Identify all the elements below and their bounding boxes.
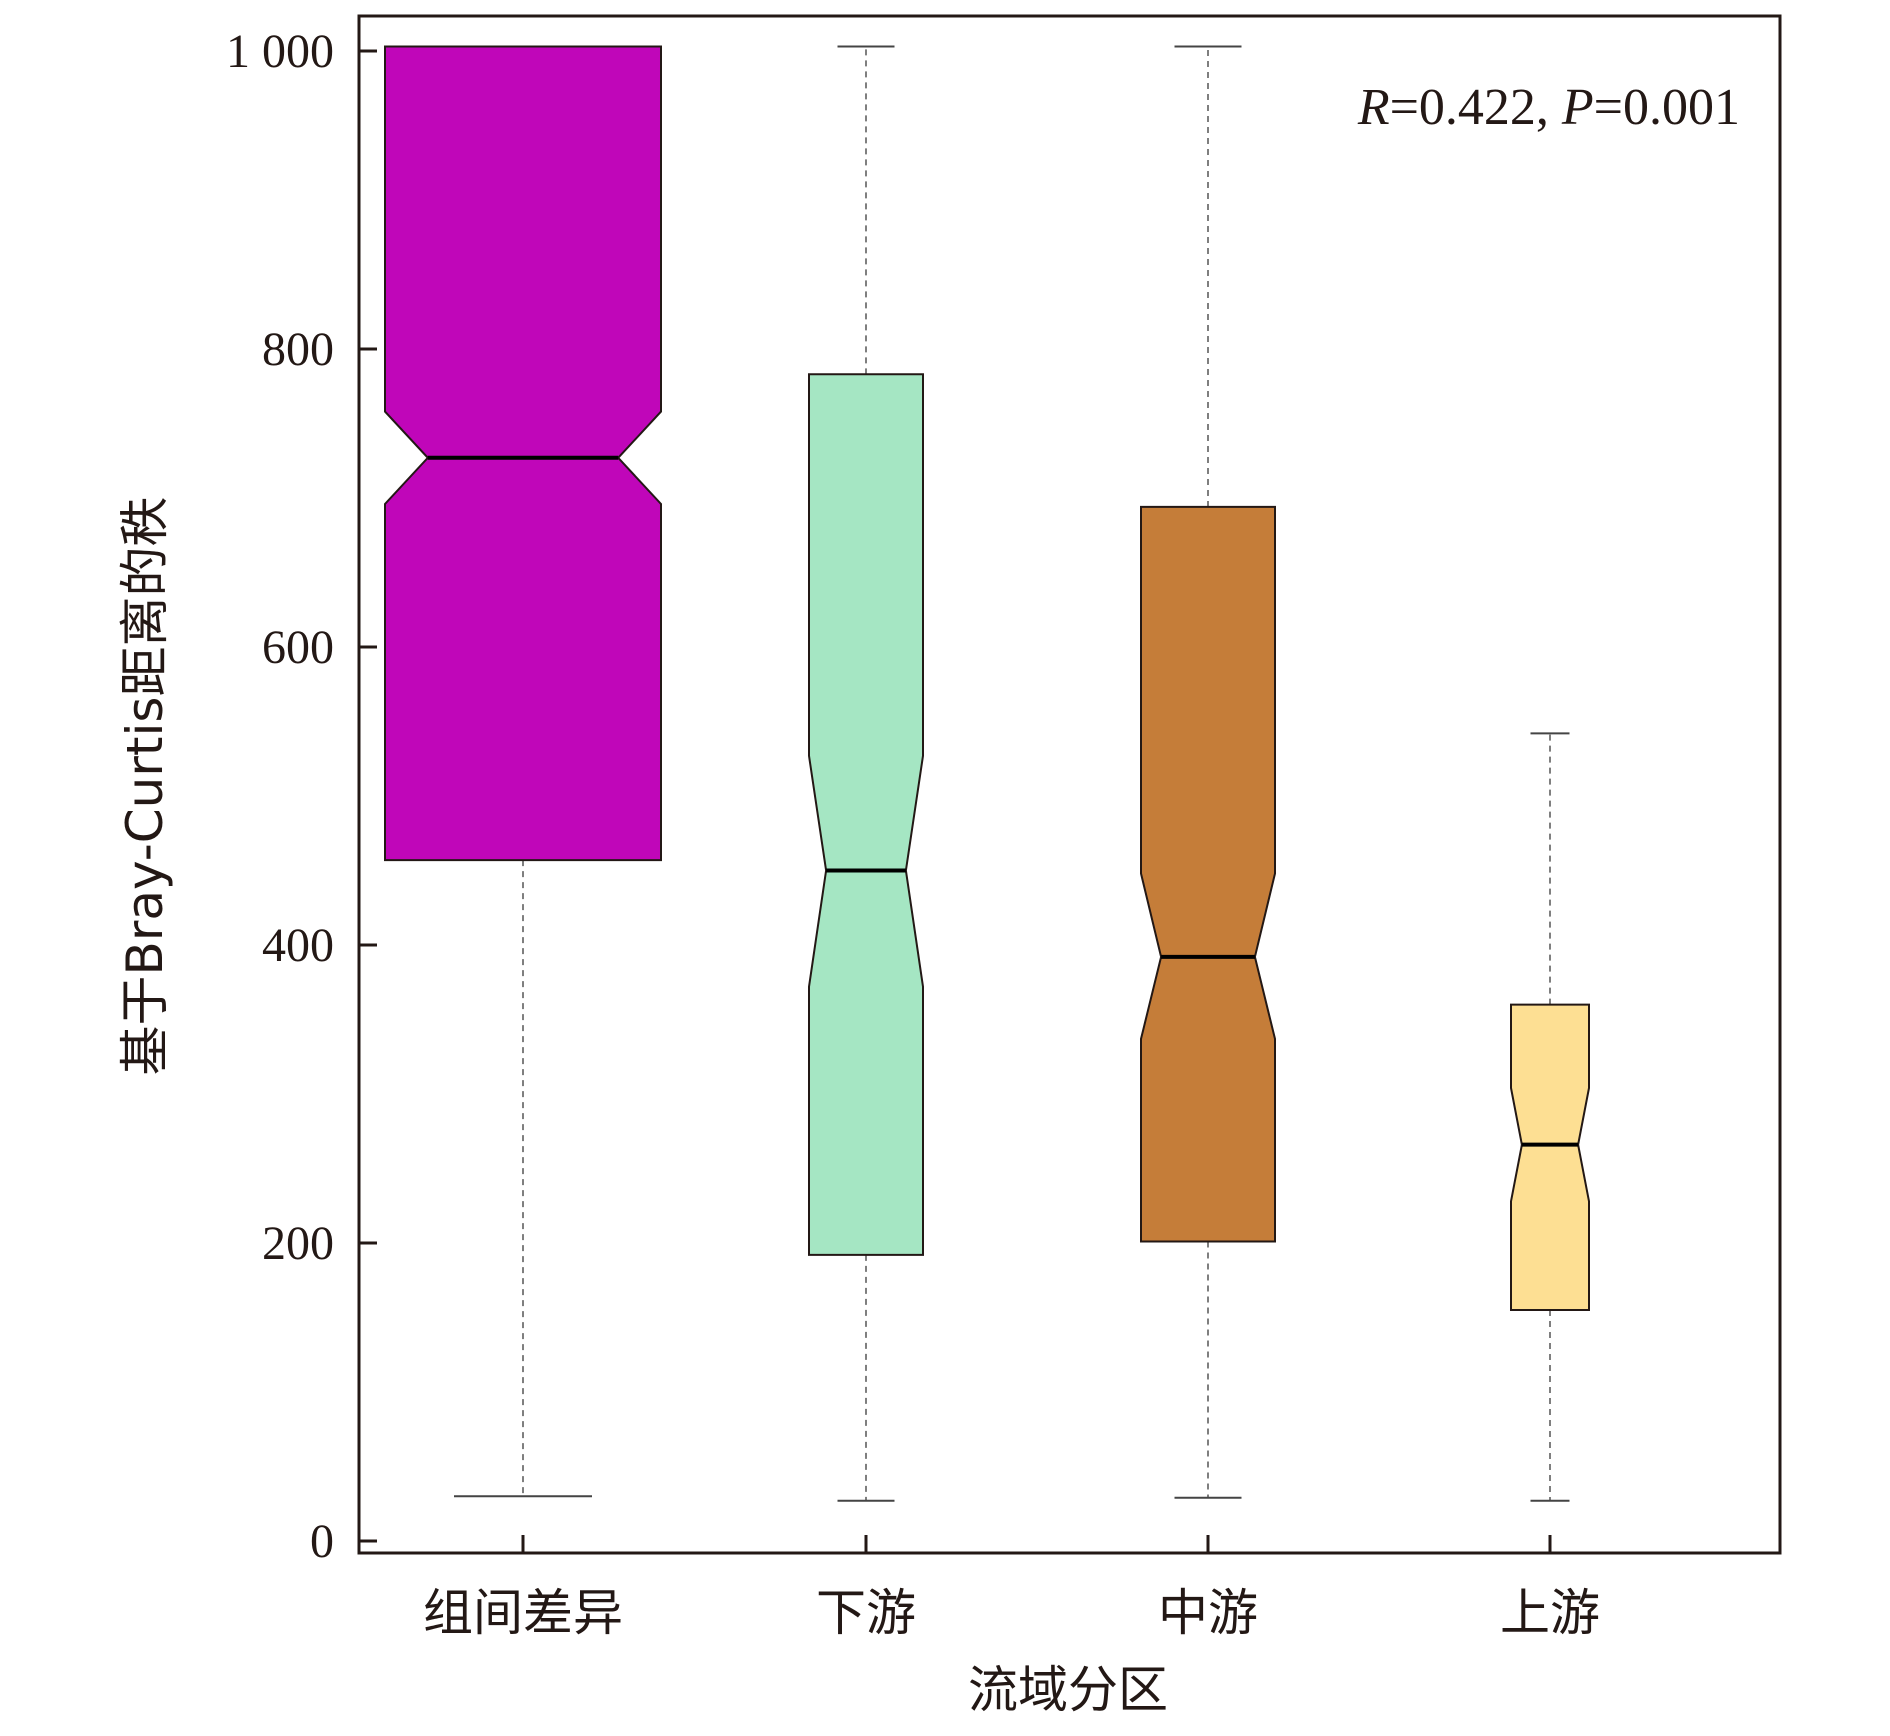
box-body xyxy=(1140,505,1276,1243)
box-body xyxy=(1510,1003,1590,1311)
r-symbol: R xyxy=(1357,79,1390,136)
x-tick-label: 中游 xyxy=(1158,1584,1258,1642)
y-tick-label: 200 xyxy=(262,1217,334,1270)
stat-annotation: R=0.422, P=0.001 xyxy=(1357,79,1740,136)
box-body xyxy=(384,45,662,862)
x-tick-label: 下游 xyxy=(816,1584,916,1642)
box-4 xyxy=(1510,732,1590,1502)
y-tick-label: 600 xyxy=(262,621,334,674)
box-body xyxy=(808,373,924,1256)
box-2 xyxy=(808,45,924,1502)
plot-frame xyxy=(357,14,1782,1555)
y-tick-label: 800 xyxy=(262,323,334,376)
p-value: =0.001 xyxy=(1594,79,1740,136)
y-tick-label: 0 xyxy=(310,1515,334,1568)
y-axis: 0 200 400 600 800 1 000 xyxy=(226,25,377,1568)
y-axis-title: 基于Bray-Curtis距离的秩 xyxy=(116,497,174,1076)
x-tick-label: 组间差异 xyxy=(423,1584,623,1642)
box-1 xyxy=(384,45,662,1498)
x-axis: 组间差异 下游 中游 上游 xyxy=(423,1535,1600,1642)
y-tick-label: 1 000 xyxy=(226,25,334,78)
boxes-layer xyxy=(384,45,1590,1502)
r-value: =0.422, xyxy=(1390,79,1562,136)
y-tick-label: 400 xyxy=(262,919,334,972)
x-axis-title: 流域分区 xyxy=(968,1661,1168,1719)
x-tick-label: 上游 xyxy=(1500,1584,1600,1642)
box-3 xyxy=(1140,45,1276,1499)
p-symbol: P xyxy=(1561,79,1594,136)
